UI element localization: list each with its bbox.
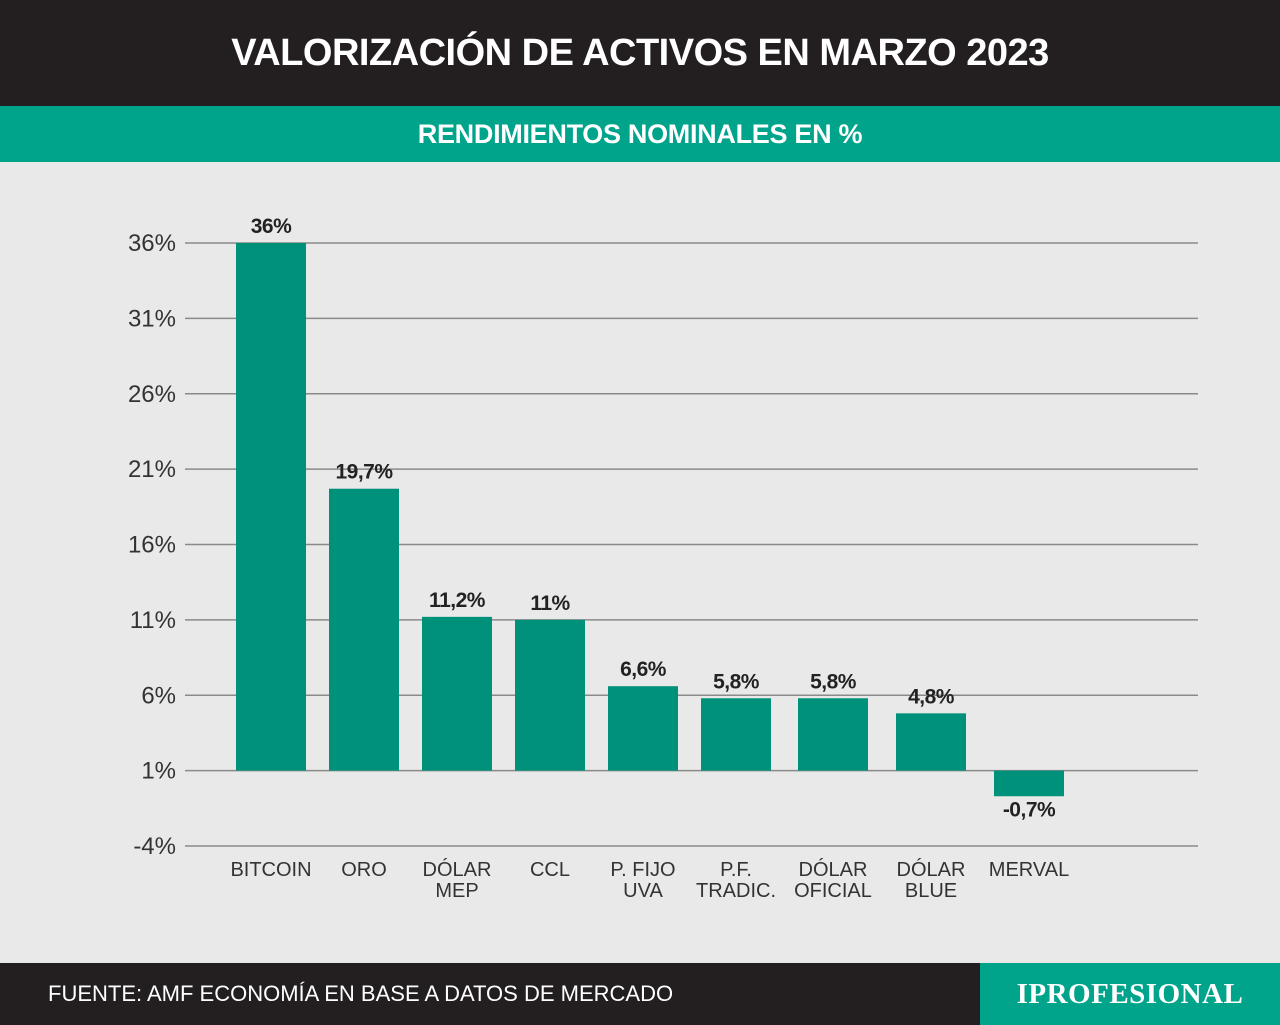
data-label: 5,8% xyxy=(713,670,760,693)
y-tick-label: 36% xyxy=(128,230,176,257)
x-tick-label: ORO xyxy=(341,859,387,881)
data-label: 11,2% xyxy=(429,589,486,612)
x-tick-label: BLUE xyxy=(905,880,957,902)
data-label: 36% xyxy=(251,215,292,238)
y-tick-label: 1% xyxy=(141,758,176,785)
chart-title: VALORIZACIÓN DE ACTIVOS EN MARZO 2023 xyxy=(0,0,1280,106)
footer: FUENTE: AMF ECONOMÍA EN BASE A DATOS DE … xyxy=(0,963,1280,1025)
x-tick-label: OFICIAL xyxy=(794,880,872,902)
x-tick-label: MEP xyxy=(435,880,478,902)
x-tick-label: DÓLAR xyxy=(423,858,492,881)
bar xyxy=(329,488,399,771)
brand-logo: IPROFESIONAL xyxy=(980,963,1280,1025)
y-tick-label: 16% xyxy=(128,532,176,559)
x-tick-label: UVA xyxy=(623,880,663,902)
bar xyxy=(798,698,868,771)
y-tick-label: 31% xyxy=(128,305,176,332)
x-tick-label: BITCOIN xyxy=(230,859,311,881)
chart-subtitle: RENDIMIENTOS NOMINALES EN % xyxy=(0,106,1280,162)
x-tick-label: MERVAL xyxy=(989,859,1069,881)
data-label: 4,8% xyxy=(908,685,955,708)
bar xyxy=(515,619,585,771)
x-tick-label: CCL xyxy=(530,859,570,881)
x-tick-label: TRADIC. xyxy=(696,880,776,902)
x-tick-label: P. FIJO xyxy=(610,859,675,881)
bar-chart: 36% 31% 26% 21% 16% 11% 6% 1% -4% 36% BITCOIN 19,7%… xyxy=(128,215,1198,902)
bar xyxy=(236,243,306,771)
x-tick-label: P.F. xyxy=(720,859,752,881)
y-tick-label: 26% xyxy=(128,381,176,408)
x-tick-label: DÓLAR xyxy=(799,858,868,881)
y-tick-label: 11% xyxy=(130,607,176,634)
data-label: 6,6% xyxy=(620,658,667,681)
data-label: 11% xyxy=(530,592,570,615)
y-tick-label: -4% xyxy=(133,833,176,860)
data-label: 5,8% xyxy=(810,670,857,693)
bar xyxy=(896,713,966,771)
data-label: -0,7% xyxy=(1003,798,1056,821)
bar xyxy=(422,616,492,771)
bar xyxy=(994,770,1064,797)
y-tick-label: 21% xyxy=(128,456,176,483)
bar xyxy=(608,686,678,771)
data-label: 19,7% xyxy=(335,461,393,484)
bar xyxy=(701,698,771,771)
y-tick-label: 6% xyxy=(141,682,176,709)
x-tick-label: DÓLAR xyxy=(897,858,966,881)
chart-area: 36% 31% 26% 21% 16% 11% 6% 1% -4% 36% BITCOIN 19,7%… xyxy=(0,162,1280,962)
source-note: FUENTE: AMF ECONOMÍA EN BASE A DATOS DE … xyxy=(48,981,674,1006)
